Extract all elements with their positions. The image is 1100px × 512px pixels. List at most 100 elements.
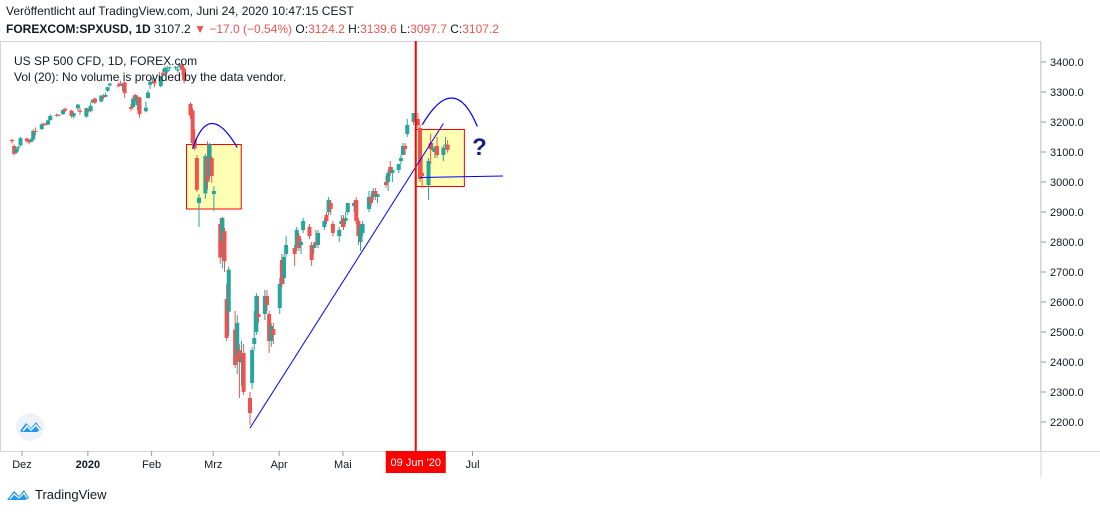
candle [445, 140, 450, 153]
high-value: 3139.6 [360, 22, 397, 36]
price-axis-label: 3300.0 [1050, 87, 1084, 99]
candle-body [330, 224, 335, 233]
candle-body [12, 146, 17, 154]
candle-body [190, 110, 195, 143]
candle-body [445, 144, 450, 150]
candle-body [150, 78, 155, 80]
candle [292, 245, 297, 266]
drawings: ? [192, 97, 503, 429]
candle-body [233, 329, 238, 365]
candle-body [205, 158, 210, 182]
low-value: 3097.7 [410, 22, 447, 36]
candle [415, 113, 420, 128]
candle [411, 113, 416, 125]
candle-body [311, 245, 316, 248]
candle [294, 227, 299, 251]
candle-body [226, 269, 231, 312]
candle-body [279, 260, 284, 284]
tradingview-logo-icon [7, 490, 29, 500]
candle-body [309, 245, 314, 260]
candle [237, 344, 242, 398]
candle-body [345, 203, 350, 212]
candle [92, 97, 97, 104]
candle [220, 216, 225, 269]
candle [165, 65, 170, 74]
candle [356, 218, 361, 245]
candle [307, 224, 312, 239]
candle-body [328, 203, 333, 209]
candle [180, 63, 184, 76]
candle [107, 83, 112, 87]
candle [388, 161, 393, 176]
candle-body [294, 230, 299, 248]
candle [182, 66, 187, 84]
footer-brand: TradingView [35, 486, 107, 502]
candle-body [284, 245, 289, 254]
candle-body [177, 65, 182, 67]
candle-body [420, 173, 425, 176]
candle-body [237, 350, 242, 362]
date-marker-label: 09 Jun '20 [391, 457, 441, 469]
time-axis-label: 2020 [76, 459, 100, 471]
candle-body [33, 131, 38, 132]
time-axis-label: Dez [12, 459, 32, 471]
close-value: 3107.2 [462, 22, 499, 36]
candle-body [277, 284, 282, 308]
candlestick-chart[interactable]: 2200.0 2300.0 2400.0 2500.0 2600.0 2700.0 2800… [0, 41, 1100, 477]
candle [301, 218, 306, 233]
high-label: H: [348, 22, 361, 36]
candle [384, 176, 388, 188]
candle [173, 66, 178, 70]
candle [330, 221, 335, 236]
candle [341, 215, 346, 230]
candle [248, 392, 252, 425]
candle [337, 227, 342, 242]
candle [418, 125, 422, 182]
candle-body [271, 329, 276, 335]
candle-body [16, 146, 21, 148]
candle-body [135, 96, 140, 106]
candle [10, 138, 14, 144]
candle-body [299, 242, 303, 245]
candle [405, 119, 410, 137]
candle-body [41, 123, 46, 125]
candle [167, 66, 172, 71]
footer[interactable]: TradingView [6, 484, 107, 504]
candle-body [31, 131, 36, 140]
candle-body [61, 110, 65, 115]
candle [54, 113, 59, 117]
candle-body [241, 353, 246, 392]
candle-body [250, 350, 255, 383]
candle-body [105, 87, 110, 91]
symbol-label[interactable]: FOREXCOM:SPXUSD, 1D [6, 22, 151, 36]
candle-body [158, 76, 163, 86]
candle-body [75, 104, 80, 109]
candle-body [343, 218, 348, 221]
candle [311, 242, 316, 254]
candle-body [116, 85, 121, 87]
candle [282, 254, 286, 284]
candle-body [107, 83, 112, 86]
candle [31, 129, 36, 142]
candle [256, 296, 261, 323]
candle [197, 194, 201, 227]
candle-body [46, 120, 51, 125]
candle-body [180, 64, 184, 70]
candle-body [99, 95, 104, 102]
candle-body [10, 140, 14, 142]
candle [375, 194, 380, 203]
candle [146, 90, 150, 99]
candle-body [173, 66, 178, 68]
time-axis-label: Feb [142, 459, 161, 471]
candle [105, 86, 110, 92]
candle-body [203, 156, 208, 194]
candle [33, 127, 38, 136]
candle [135, 95, 140, 110]
candle-body [101, 96, 106, 98]
candle-body [14, 148, 19, 153]
candle-body [388, 167, 393, 173]
candle [324, 212, 329, 224]
candle-body [148, 81, 153, 85]
price-axis[interactable]: 2200.0 2300.0 2400.0 2500.0 2600.0 2700.0 2800… [1041, 57, 1084, 429]
candle-body [239, 359, 244, 363]
